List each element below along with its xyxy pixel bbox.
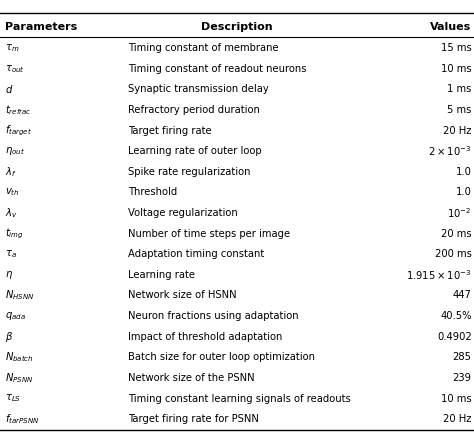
Text: $q_{ada}$: $q_{ada}$	[5, 310, 26, 322]
Text: $\tau_a$: $\tau_a$	[5, 248, 17, 260]
Text: $\beta$: $\beta$	[5, 330, 13, 344]
Text: 15 ms: 15 ms	[441, 43, 472, 53]
Text: Adaptation timing constant: Adaptation timing constant	[128, 249, 264, 259]
Text: Voltage regularization: Voltage regularization	[128, 208, 238, 218]
Text: Timing constant of membrane: Timing constant of membrane	[128, 43, 279, 53]
Text: Network size of HSNN: Network size of HSNN	[128, 290, 237, 301]
Text: 285: 285	[453, 352, 472, 362]
Text: 20 Hz: 20 Hz	[443, 126, 472, 136]
Text: Learning rate of outer loop: Learning rate of outer loop	[128, 146, 262, 156]
Text: 40.5%: 40.5%	[440, 311, 472, 321]
Text: Timing constant of readout neurons: Timing constant of readout neurons	[128, 64, 307, 74]
Text: $\lambda_f$: $\lambda_f$	[5, 165, 17, 179]
Text: $10^{-2}$: $10^{-2}$	[447, 206, 472, 220]
Text: Description: Description	[201, 22, 273, 32]
Text: Impact of threshold adaptation: Impact of threshold adaptation	[128, 332, 283, 342]
Text: Target firing rate: Target firing rate	[128, 126, 211, 136]
Text: $t_{refrac}$: $t_{refrac}$	[5, 103, 31, 117]
Text: Threshold: Threshold	[128, 187, 177, 198]
Text: 10 ms: 10 ms	[441, 393, 472, 403]
Text: $d$: $d$	[5, 84, 13, 95]
Text: $N_{HSNN}$: $N_{HSNN}$	[5, 289, 34, 302]
Text: Values: Values	[430, 22, 472, 32]
Text: 10 ms: 10 ms	[441, 64, 472, 74]
Text: Learning rate: Learning rate	[128, 270, 195, 280]
Text: $\tau_{out}$: $\tau_{out}$	[5, 63, 25, 75]
Text: $N_{PSNN}$: $N_{PSNN}$	[5, 371, 33, 385]
Text: $\eta_{out}$: $\eta_{out}$	[5, 145, 25, 157]
Text: Batch size for outer loop optimization: Batch size for outer loop optimization	[128, 352, 315, 362]
Text: $\tau_{LS}$: $\tau_{LS}$	[5, 392, 21, 404]
Text: 20 Hz: 20 Hz	[443, 414, 472, 424]
Text: $f_{target}$: $f_{target}$	[5, 124, 32, 138]
Text: 1 ms: 1 ms	[447, 84, 472, 95]
Text: 239: 239	[453, 373, 472, 383]
Text: $f_{tarPSNN}$: $f_{tarPSNN}$	[5, 412, 39, 426]
Text: $v_{th}$: $v_{th}$	[5, 187, 19, 198]
Text: 5 ms: 5 ms	[447, 105, 472, 115]
Text: 0.4902: 0.4902	[437, 332, 472, 342]
Text: Target firing rate for PSNN: Target firing rate for PSNN	[128, 414, 259, 424]
Text: Number of time steps per image: Number of time steps per image	[128, 229, 290, 238]
Text: $\eta$: $\eta$	[5, 269, 13, 281]
Text: $t_{img}$: $t_{img}$	[5, 227, 24, 241]
Text: Neuron fractions using adaptation: Neuron fractions using adaptation	[128, 311, 299, 321]
Text: Refractory period duration: Refractory period duration	[128, 105, 260, 115]
Text: Timing constant learning signals of readouts: Timing constant learning signals of read…	[128, 393, 351, 403]
Text: $\tau_m$: $\tau_m$	[5, 42, 19, 54]
Text: 1.0: 1.0	[456, 187, 472, 198]
Text: $\lambda_v$: $\lambda_v$	[5, 206, 18, 220]
Text: 1.0: 1.0	[456, 167, 472, 177]
Text: Network size of the PSNN: Network size of the PSNN	[128, 373, 255, 383]
Text: 447: 447	[453, 290, 472, 301]
Text: Synaptic transmission delay: Synaptic transmission delay	[128, 84, 269, 95]
Text: $2 \times 10^{-3}$: $2 \times 10^{-3}$	[428, 144, 472, 158]
Text: $N_{batch}$: $N_{batch}$	[5, 350, 34, 364]
Text: $1.915 \times 10^{-3}$: $1.915 \times 10^{-3}$	[406, 268, 472, 282]
Text: 200 ms: 200 ms	[435, 249, 472, 259]
Text: 20 ms: 20 ms	[441, 229, 472, 238]
Text: Parameters: Parameters	[5, 22, 77, 32]
Text: Spike rate regularization: Spike rate regularization	[128, 167, 250, 177]
